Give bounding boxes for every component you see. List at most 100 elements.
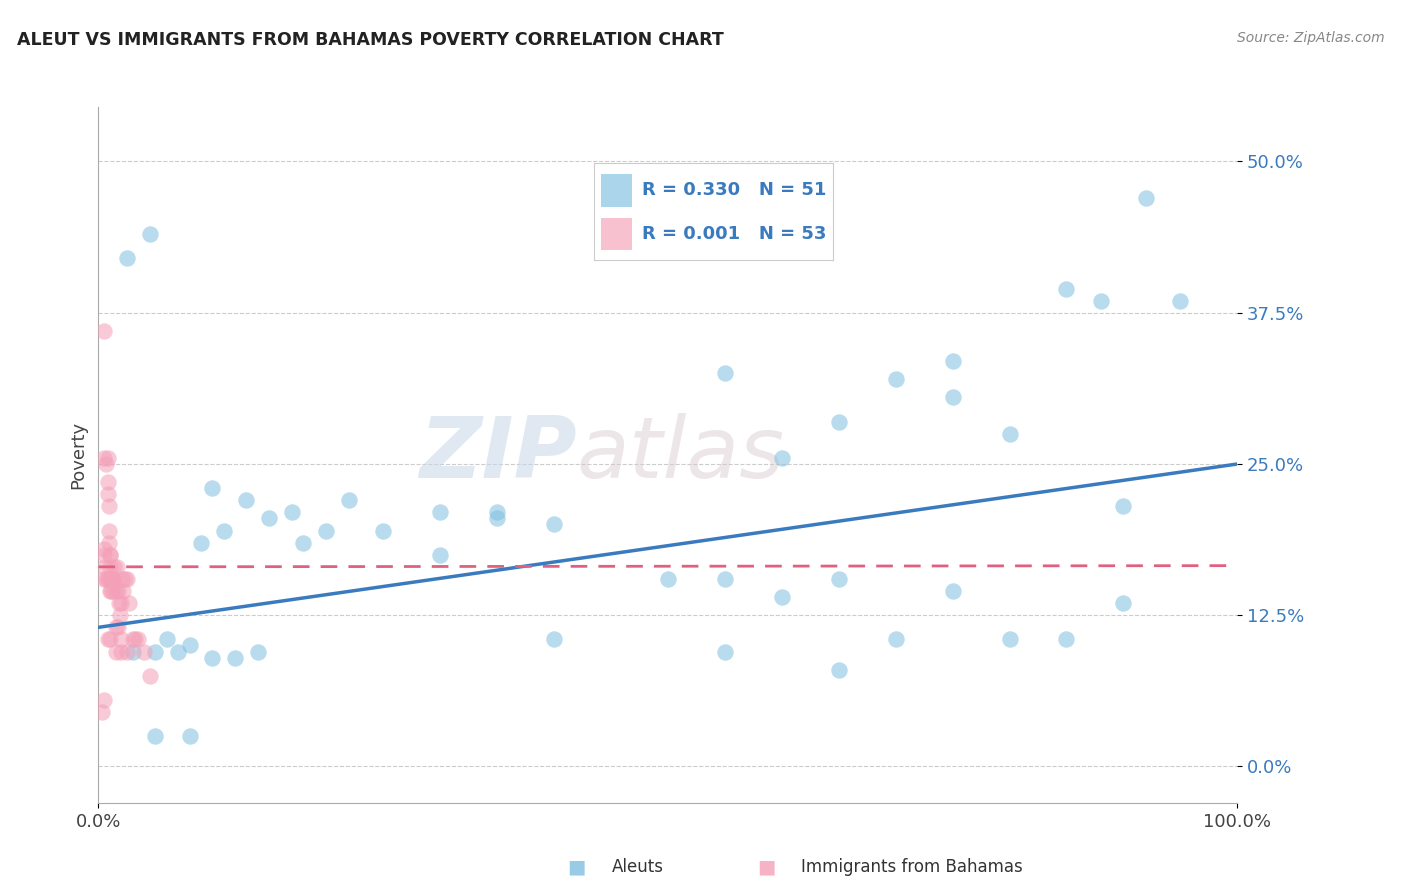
Point [96,572,118,586]
Point [138,227,160,241]
Point [770,590,793,604]
Point [1170,293,1192,308]
Point [101,572,124,586]
Point [98,548,121,562]
Text: Immigrants from Bahamas: Immigrants from Bahamas [801,858,1024,876]
Point [884,372,907,386]
Point [94,559,117,574]
Point [224,650,246,665]
Point [884,632,907,647]
Point [942,391,965,405]
Point [110,644,132,658]
Point [93,541,115,556]
Point [96,487,118,501]
Point [127,632,149,647]
Point [657,572,679,586]
Point [114,572,136,586]
Point [105,559,128,574]
Point [486,505,509,519]
Point [110,596,132,610]
Point [246,644,269,658]
Point [259,511,281,525]
Point [1090,293,1112,308]
Point [998,426,1021,441]
Point [112,584,135,599]
Point [315,524,337,538]
Point [96,450,118,465]
Point [121,632,143,647]
Point [110,632,132,647]
Point [167,644,190,658]
Y-axis label: Poverty: Poverty [69,421,87,489]
Point [100,584,122,599]
Point [93,548,115,562]
Point [111,572,134,586]
Point [828,415,851,429]
Point [103,584,125,599]
Point [998,632,1021,647]
Text: ■: ■ [567,857,586,877]
Point [1135,191,1157,205]
Point [103,559,125,574]
Point [97,500,120,514]
Point [1054,281,1078,295]
Point [124,632,146,647]
Text: atlas: atlas [576,413,785,497]
Point [1054,632,1078,647]
Point [97,535,120,549]
Point [98,559,121,574]
Point [93,572,115,586]
Point [107,584,129,599]
Point [486,511,509,525]
Point [96,457,118,471]
Point [179,729,201,743]
Point [212,524,235,538]
Point [103,572,125,586]
Point [108,608,131,623]
Point [145,729,167,743]
Point [429,548,451,562]
Point [235,493,257,508]
Point [714,572,737,586]
Point [115,644,138,658]
Point [281,505,304,519]
Point [156,632,179,647]
Point [101,572,124,586]
Point [98,548,121,562]
Point [104,644,127,658]
Point [93,324,115,338]
Point [138,669,160,683]
Point [429,505,451,519]
Point [714,644,737,658]
Point [115,572,138,586]
Point [828,663,851,677]
Point [93,693,115,707]
Point [97,524,120,538]
Point [942,354,965,368]
Point [942,584,965,599]
Point [1112,596,1135,610]
Point [179,639,201,653]
Point [90,705,112,719]
Point [543,517,565,532]
Point [98,584,121,599]
Point [96,475,118,490]
Point [121,644,143,658]
Point [543,632,565,647]
Point [714,366,737,380]
Point [292,535,315,549]
Text: ALEUT VS IMMIGRANTS FROM BAHAMAS POVERTY CORRELATION CHART: ALEUT VS IMMIGRANTS FROM BAHAMAS POVERTY… [17,31,724,49]
Point [828,572,851,586]
Point [145,644,167,658]
Point [201,650,224,665]
Point [132,644,155,658]
Text: ■: ■ [756,857,776,877]
Point [108,596,131,610]
Point [96,632,118,647]
Point [115,252,138,266]
Point [104,584,127,599]
Point [118,596,141,610]
Text: Aleuts: Aleuts [612,858,664,876]
Point [97,572,120,586]
Point [1112,500,1135,514]
